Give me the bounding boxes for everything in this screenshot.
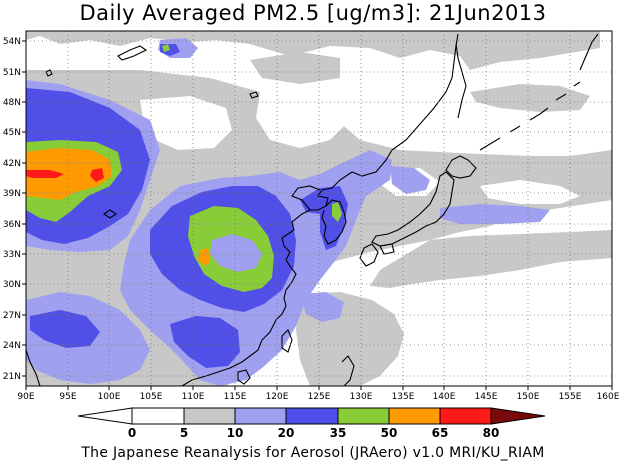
concentration-field [26, 31, 612, 386]
level-50-65 [26, 148, 210, 266]
kamchatka [579, 33, 599, 71]
russia-coast [391, 33, 459, 151]
lon-tick-label: 100E [98, 392, 121, 402]
lat-tick-label: 30N [3, 280, 21, 290]
level-10-20-hole [210, 234, 262, 272]
lon-tick-label: 105E [140, 392, 163, 402]
inland-lake-3 [249, 91, 259, 99]
lat-tick-label: 45N [3, 128, 21, 138]
colorbar-label: 80 [483, 426, 500, 440]
korea-peninsula [321, 199, 347, 245]
lat-tick-label: 33N [3, 250, 21, 260]
colorbar-labels: 0 5 10 20 35 50 65 80 [128, 426, 500, 440]
lon-tick-label: 110E [182, 392, 205, 402]
lat-tick-label: 48N [3, 98, 21, 108]
lon-tick-label: 125E [308, 392, 331, 402]
lon-tick-label: 150E [517, 392, 540, 402]
china-korea-coast [181, 149, 393, 386]
coastlines [26, 33, 599, 386]
colorbar-swatch-50-65 [388, 407, 441, 425]
lon-tick-label: 90E [17, 392, 34, 402]
lat-tick-label: 54N [3, 37, 21, 47]
lat-tick-label: 51N [3, 68, 21, 78]
colorbar-swatch-5-10 [183, 407, 236, 425]
lat-tick-label: 42N [3, 159, 21, 169]
japan-kyushu [359, 243, 379, 267]
luzon-north [341, 355, 355, 386]
colorbar-swatch-20-35 [285, 407, 339, 425]
colorbar-label: 5 [180, 426, 188, 440]
inland-lake-2 [45, 69, 53, 77]
lat-tick-label: 24N [3, 341, 21, 351]
japan-hokkaido [445, 155, 477, 179]
lat-tick-label: 27N [3, 311, 21, 321]
kurils [479, 81, 581, 151]
colorbar-label: 20 [278, 426, 295, 440]
india-coast [26, 349, 41, 386]
lon-tick-label: 135E [392, 392, 415, 402]
level-65-80 [26, 168, 104, 182]
lat-tick-label: 21N [3, 372, 21, 382]
colorbar-swatch-0-5 [131, 407, 185, 425]
colorbar-arrow-low [77, 407, 133, 425]
tick-marks [22, 40, 613, 390]
taiwan [281, 329, 293, 353]
colorbar-label: 35 [330, 426, 347, 440]
map-title: Daily Averaged PM2.5 [ug/m3]: 21Jun2013 [79, 1, 547, 25]
colorbar-swatch-10-20 [234, 407, 287, 425]
bohai-coast [291, 185, 321, 211]
sakhalin [455, 43, 467, 119]
lon-axis-labels: 90E 95E 100E 105E 110E 115E 120E 125E 13… [17, 392, 619, 402]
colorbar-label: 10 [227, 426, 244, 440]
lon-tick-label: 145E [475, 392, 498, 402]
colorbar-arrow-high [490, 407, 546, 425]
lat-axis-labels: 21N 24N 27N 30N 33N 36N 39N 42N 45N 48N … [3, 37, 21, 382]
credit-footer: The Japanese Reanalysis for Aerosol (JRA… [81, 445, 545, 461]
lat-tick-label: 39N [3, 189, 21, 199]
lon-tick-label: 95E [59, 392, 76, 402]
lon-tick-label: 120E [266, 392, 289, 402]
lon-tick-label: 115E [224, 392, 247, 402]
lon-tick-label: 140E [433, 392, 456, 402]
colorbar-label: 0 [128, 426, 136, 440]
lon-tick-label: 160E [597, 392, 620, 402]
colorbar-label: 50 [381, 426, 398, 440]
lat-tick-label: 36N [3, 220, 21, 230]
lon-tick-label: 130E [350, 392, 373, 402]
colorbar-swatch-35-50 [337, 407, 390, 425]
colorbar [77, 407, 546, 425]
japan-shikoku [379, 243, 395, 255]
lake-baikal [117, 45, 148, 61]
hainan [237, 369, 251, 385]
grid-lines [26, 31, 612, 386]
colorbar-label: 65 [432, 426, 449, 440]
lon-tick-label: 155E [559, 392, 582, 402]
inland-lake [103, 209, 117, 219]
colorbar-swatch-65-80 [439, 407, 492, 425]
